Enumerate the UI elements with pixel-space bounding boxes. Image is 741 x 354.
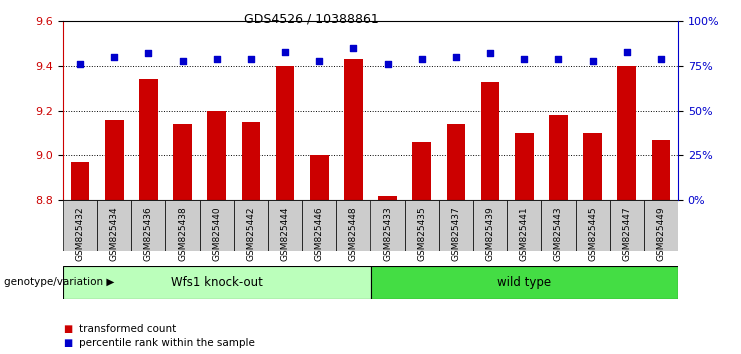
Bar — [507, 200, 542, 251]
Bar — [302, 200, 336, 251]
Bar — [131, 200, 165, 251]
Bar — [439, 200, 473, 251]
Bar — [576, 200, 610, 251]
Text: GSM825432: GSM825432 — [76, 206, 84, 261]
Text: GSM825437: GSM825437 — [451, 206, 460, 261]
Bar — [63, 266, 370, 299]
Bar — [610, 200, 644, 251]
Bar — [405, 200, 439, 251]
Text: GSM825435: GSM825435 — [417, 206, 426, 261]
Point — [518, 56, 530, 62]
Text: GSM825448: GSM825448 — [349, 206, 358, 261]
Point — [655, 56, 667, 62]
Bar — [234, 200, 268, 251]
Text: GDS4526 / 10388861: GDS4526 / 10388861 — [244, 12, 379, 25]
Bar — [473, 200, 507, 251]
Point — [245, 56, 257, 62]
Bar — [617, 66, 637, 200]
Bar — [583, 133, 602, 200]
Point — [142, 51, 154, 56]
Bar — [412, 142, 431, 200]
Bar — [63, 200, 97, 251]
Text: Wfs1 knock-out: Wfs1 knock-out — [171, 276, 262, 289]
Point — [74, 61, 86, 67]
Bar — [378, 195, 397, 200]
Text: GSM825436: GSM825436 — [144, 206, 153, 261]
Text: GSM825447: GSM825447 — [622, 206, 631, 261]
Text: percentile rank within the sample: percentile rank within the sample — [79, 338, 255, 348]
Point — [553, 56, 565, 62]
Text: GSM825449: GSM825449 — [657, 206, 665, 261]
Bar — [481, 81, 499, 200]
Text: ■: ■ — [63, 324, 72, 334]
Bar — [242, 122, 260, 200]
Text: GSM825445: GSM825445 — [588, 206, 597, 261]
Bar — [515, 133, 534, 200]
Text: GSM825446: GSM825446 — [315, 206, 324, 261]
Bar — [104, 120, 124, 200]
Point — [279, 49, 291, 55]
Text: genotype/variation ▶: genotype/variation ▶ — [4, 277, 114, 287]
Text: GSM825438: GSM825438 — [178, 206, 187, 261]
Point — [416, 56, 428, 62]
Bar — [199, 200, 234, 251]
Bar — [447, 124, 465, 200]
Bar — [310, 155, 329, 200]
Bar — [644, 200, 678, 251]
Point — [176, 58, 188, 63]
Point — [210, 56, 222, 62]
Bar — [268, 200, 302, 251]
Point — [348, 45, 359, 51]
Text: GSM825434: GSM825434 — [110, 206, 119, 261]
Bar — [139, 79, 158, 200]
Bar — [344, 59, 363, 200]
Bar — [651, 140, 671, 200]
Bar — [165, 200, 199, 251]
Bar — [542, 200, 576, 251]
Text: GSM825441: GSM825441 — [519, 206, 529, 261]
Bar — [173, 124, 192, 200]
Point — [621, 49, 633, 55]
Point — [108, 54, 120, 60]
Bar — [97, 200, 131, 251]
Text: GSM825444: GSM825444 — [281, 206, 290, 261]
Bar — [549, 115, 568, 200]
Text: GSM825433: GSM825433 — [383, 206, 392, 261]
Bar — [370, 266, 678, 299]
Bar — [276, 66, 294, 200]
Text: GSM825442: GSM825442 — [247, 206, 256, 261]
Point — [313, 58, 325, 63]
Text: GSM825440: GSM825440 — [212, 206, 222, 261]
Bar — [207, 111, 226, 200]
Bar — [336, 200, 370, 251]
Point — [587, 58, 599, 63]
Text: transformed count: transformed count — [79, 324, 176, 334]
Point — [484, 51, 496, 56]
Text: GSM825439: GSM825439 — [485, 206, 494, 261]
Text: wild type: wild type — [497, 276, 551, 289]
Text: ■: ■ — [63, 338, 72, 348]
Point — [382, 61, 393, 67]
Point — [450, 54, 462, 60]
Bar — [370, 200, 405, 251]
Bar — [70, 162, 90, 200]
Text: GSM825443: GSM825443 — [554, 206, 563, 261]
